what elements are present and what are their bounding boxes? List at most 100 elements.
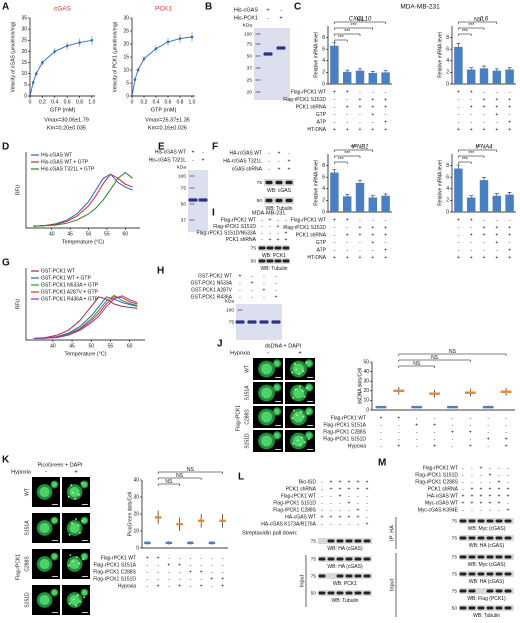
treatment-mark: + [384, 119, 387, 125]
treatment-mark: + [359, 104, 362, 110]
treatment-mark: - [385, 112, 387, 118]
nucleus [261, 387, 272, 399]
treatment-mark: + [333, 217, 336, 223]
scale-bar [275, 401, 281, 402]
treatment-mark: - [269, 230, 271, 236]
treatment-mark: - [366, 500, 368, 506]
treatment-mark: + [508, 97, 511, 103]
blot [258, 258, 290, 264]
data-line [33, 173, 133, 227]
bar [505, 194, 514, 212]
treatment-mark: - [190, 562, 192, 568]
bar [342, 71, 352, 84]
treatment-mark: - [452, 415, 454, 421]
row-label: S151D [24, 592, 30, 608]
x-tick-label: 0.6 [165, 99, 172, 105]
x-tick-label: 55 [104, 231, 110, 237]
blot-band [354, 557, 362, 561]
treatment-mark: - [452, 422, 454, 428]
nucleus [69, 558, 80, 570]
treatment-mark: + [348, 486, 351, 492]
size-marker: 75 [311, 573, 317, 579]
significance-label: NS [413, 361, 421, 367]
treatment-mark: - [507, 500, 509, 506]
blot-band [285, 180, 293, 185]
blot-label: WB: HA (cGAS) [469, 543, 505, 549]
y-tick-label: 15 [123, 54, 129, 60]
treatment-mark: + [200, 583, 203, 589]
treatment-mark: - [179, 569, 181, 575]
treatment-mark: + [480, 500, 483, 506]
axis [131, 18, 195, 97]
treatment-mark: - [346, 240, 348, 246]
significance-bracket [157, 477, 202, 480]
treatment-mark: + [359, 97, 362, 103]
significance-bracket [398, 353, 507, 356]
treatment-mark: - [330, 521, 332, 527]
y-axis-label: Velocity of PCK1 (μmol/min/mg) [112, 21, 118, 92]
dna-dot [78, 493, 80, 496]
treatment-mark: - [372, 247, 374, 253]
nucleus [69, 594, 80, 606]
bar [355, 183, 365, 212]
treatment-mark: - [434, 415, 436, 421]
mean-marker [154, 516, 162, 519]
blot-band [459, 606, 467, 610]
treatment-mark: + [451, 429, 454, 435]
y-tick-label: 0 [24, 93, 27, 99]
treatment-mark: - [239, 287, 241, 293]
mean-marker [197, 519, 205, 522]
size-marker: 75 [247, 41, 253, 47]
nucleus [39, 522, 50, 534]
treatment-mark: + [348, 500, 351, 506]
treatment-mark: - [211, 562, 213, 568]
axis [29, 18, 95, 97]
treatment-mark: + [489, 500, 492, 506]
treatment-mark: - [157, 562, 159, 568]
treatment-mark: + [470, 232, 473, 238]
row-label: WT [244, 365, 250, 373]
x-tick-label: 0 [29, 99, 32, 105]
dna-dot [71, 522, 73, 525]
treatment-mark: + [330, 514, 333, 520]
blot-band [495, 555, 503, 559]
treatment-mark: + [266, 7, 269, 13]
treatment-mark: - [470, 112, 472, 118]
column-mark: - [45, 470, 47, 476]
treatment-mark: + [495, 97, 498, 103]
blot-band [468, 606, 476, 610]
treatment-mark: - [211, 555, 213, 561]
treatment-mark: - [372, 217, 374, 223]
row-label: GST-PCK1 R436A [191, 294, 233, 300]
treatment-mark: - [334, 240, 336, 246]
treatment-mark: + [178, 583, 181, 589]
nucleus [81, 481, 87, 488]
treatment-mark: - [470, 225, 472, 231]
treatment-mark: - [366, 507, 368, 513]
axis [141, 480, 228, 549]
section-label: IP: HA [389, 525, 395, 541]
blot-label: WB: HA (cGAS) [469, 579, 505, 585]
treatment-mark: + [359, 232, 362, 238]
treatment-mark: - [288, 150, 290, 156]
bar [479, 180, 489, 212]
treatment-mark: + [330, 479, 333, 485]
blot-label: WB: Tubulin [332, 598, 359, 604]
treatment-mark: + [275, 294, 278, 300]
panel-letter: I [212, 208, 215, 219]
treatment-mark: + [508, 232, 511, 238]
significance-label: NS [187, 467, 195, 473]
section-label: Input [389, 578, 395, 591]
treatment-mark: - [458, 112, 460, 118]
annotation: Vmax=30.06±1.79 [44, 117, 89, 123]
data-point [34, 72, 38, 76]
treatment-mark: + [483, 104, 486, 110]
blot-band [282, 246, 290, 250]
blot-band [363, 574, 371, 578]
treatment-mark: - [334, 225, 336, 231]
blot-band [504, 536, 512, 540]
treatment-mark: + [505, 443, 508, 449]
treatment-mark: + [339, 479, 342, 485]
treatment-mark: + [357, 507, 360, 513]
blot-band [266, 259, 274, 263]
